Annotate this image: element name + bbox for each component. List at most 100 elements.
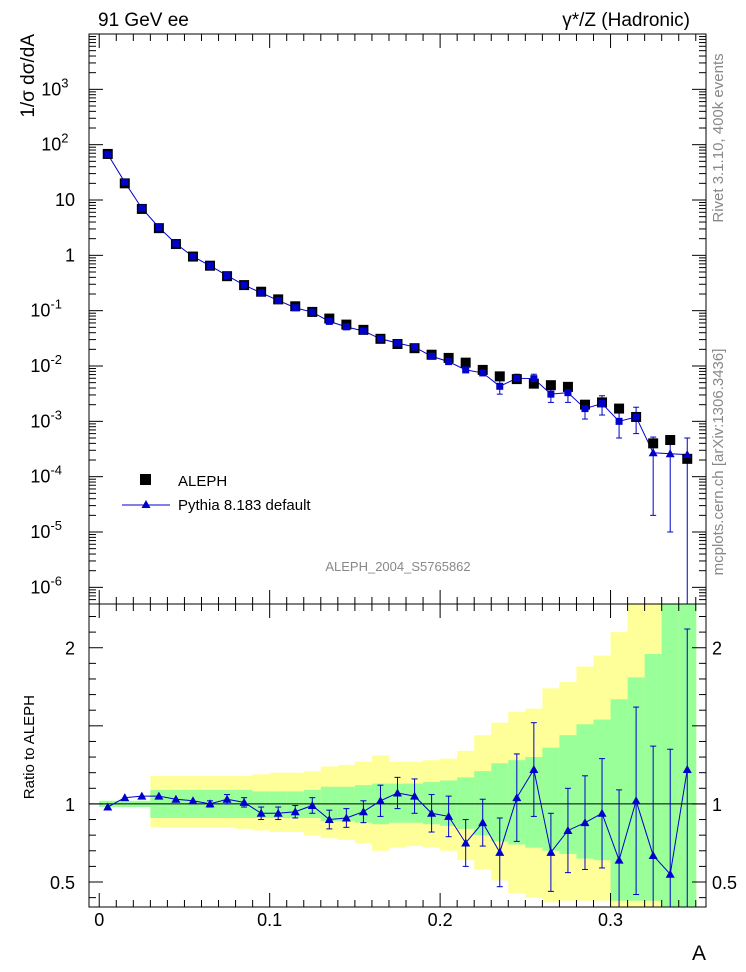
y-tick-label: 10 [55,190,75,210]
main-frame [88,33,707,605]
aleph-point [648,438,659,449]
left-title: 91 GeV ee [98,10,189,31]
y-tick-label: 10-6 [30,573,62,597]
main-panel [102,148,693,604]
ratio-point [546,847,556,856]
ratio-point [103,802,113,811]
mc-point [257,289,265,297]
mc-point [138,204,146,212]
ratio-y-tick-label-right: 2 [712,639,722,659]
ratio-y-tick-label: 1 [65,795,75,815]
y-tick-label: 103 [41,75,68,99]
ratio-y-tick-label: 0.5 [50,873,75,893]
main-ylabel: 1/σ dσ/dA [18,34,39,118]
mc-point [342,323,350,331]
ratio-point [341,813,351,822]
ratio-point [256,808,266,817]
x-axis-label: A [692,942,706,965]
rivet-info: Rivet 3.1.10, 400k events [710,53,727,222]
ratio-band-green [542,747,560,851]
ratio-point [597,808,607,817]
legend-label-pythia: Pythia 8.183 default [178,497,311,514]
ratio-point [324,815,334,824]
mc-point [206,262,214,270]
x-tick-label: 0.2 [428,910,453,930]
mcplots-info: mcplots.cern.ch [arXiv:1306.3436] [710,349,727,576]
mc-point [530,375,538,383]
legend-label-aleph: ALEPH [178,473,227,490]
x-tick-label: 0 [94,910,104,930]
aleph-point [614,403,625,414]
ratio-point [375,796,385,805]
x-tick-label: 0.1 [257,910,282,930]
mc-point [428,352,436,360]
aleph-point [579,399,590,410]
ratio-band-green [491,763,509,842]
mc-point [172,240,180,248]
aleph-point [528,378,539,389]
ratio-y-tick-label: 2 [65,639,75,659]
ratio-point [171,794,181,803]
mc-point [376,335,384,343]
legend-marker-pythia [141,500,151,508]
mc-point [581,405,589,413]
ratio-point [222,794,232,803]
mc-point [479,369,487,377]
mc-point [274,296,282,304]
ratio-band-green [269,791,288,818]
mc-point [564,389,572,397]
mc-point [632,413,640,421]
aleph-point [545,380,556,391]
mc-point [189,253,197,261]
aleph-point [460,357,471,368]
mc-point [308,308,316,316]
ratio-panel [89,604,706,907]
ratio-band-green [252,791,271,818]
mc-point [291,304,299,312]
mc-point [240,281,248,289]
analysis-label: ALEPH_2004_S5765862 [325,559,470,574]
mc-point [513,374,521,382]
ratio-point [290,807,300,816]
ratio-point [307,800,317,809]
ratio-point [444,811,454,820]
mc-point [223,272,231,280]
ratio-point [682,765,692,774]
mc-line [107,154,688,456]
ratio-point [563,825,573,834]
ratio-point [205,799,215,808]
mc-point [598,400,606,408]
ratio-point [239,797,249,806]
ratio-point [120,793,130,802]
ratio-band-green [286,791,305,818]
mc-point [648,448,658,457]
y-tick-label: 10-4 [30,463,62,487]
ratio-y-tick-label-right: 1 [712,795,722,815]
mc-point [682,450,692,459]
legend: ALEPH Pythia 8.183 default [122,473,311,514]
ratio-point [273,808,283,817]
ratio-point [614,855,624,864]
mc-point [496,382,504,390]
ratio-point [358,807,368,816]
y-tick-label: 10-2 [30,352,62,376]
ratio-y-tick-label-right: 0.5 [712,873,737,893]
y-tick-label: 1 [65,245,75,265]
aleph-point [562,381,573,392]
aleph-point [443,352,454,363]
mc-point [394,339,401,347]
aleph-point [494,371,505,382]
mc-point [665,449,675,458]
mc-point [547,390,555,398]
ratio-point [137,791,147,800]
right-title: γ*/Z (Hadronic) [562,10,690,31]
ratio-point [427,808,437,817]
ratio-frame [88,603,707,908]
ratio-point [495,847,505,856]
mc-point [104,150,112,158]
mc-point [615,417,623,425]
y-tick-label: 10-1 [30,297,62,321]
y-tick-label: 102 [41,131,68,155]
ratio-band-green [457,777,475,829]
mc-point [325,317,333,325]
